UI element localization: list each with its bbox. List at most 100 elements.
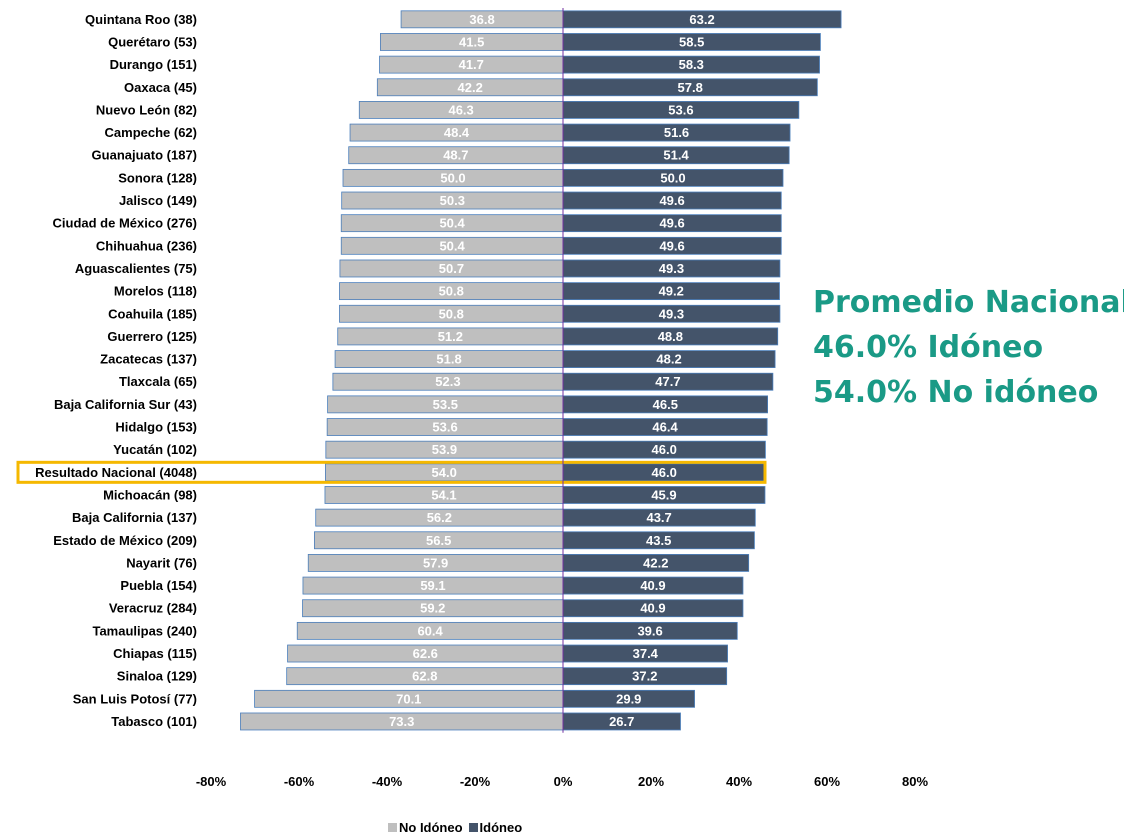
- data-label-idoneo: 40.9: [640, 601, 665, 616]
- data-label-idoneo: 49.2: [659, 284, 684, 299]
- data-label-idoneo: 46.5: [653, 397, 678, 412]
- data-label-idoneo: 57.8: [678, 80, 703, 95]
- data-label-no-idoneo: 57.9: [423, 555, 448, 570]
- data-label-no-idoneo: 53.5: [433, 397, 458, 412]
- x-tick-label: -20%: [460, 774, 491, 789]
- category-label: Nayarit (76): [126, 555, 197, 570]
- data-label-idoneo: 49.6: [659, 193, 684, 208]
- category-label: Jalisco (149): [119, 193, 197, 208]
- category-label: Puebla (154): [120, 578, 197, 593]
- x-tick-label: 60%: [814, 774, 840, 789]
- data-label-idoneo: 46.4: [652, 420, 678, 435]
- category-label: Nuevo León (82): [96, 102, 197, 117]
- category-label: Aguascalientes (75): [75, 261, 197, 276]
- legend-label-idoneo: Idóneo: [479, 820, 523, 835]
- data-label-no-idoneo: 50.4: [439, 238, 465, 253]
- data-label-no-idoneo: 46.3: [448, 102, 473, 117]
- data-label-idoneo: 58.5: [679, 34, 704, 49]
- data-label-idoneo: 58.3: [679, 57, 704, 72]
- data-label-no-idoneo: 56.2: [427, 510, 452, 525]
- x-tick-label: 0%: [554, 774, 573, 789]
- data-label-idoneo: 48.2: [656, 352, 681, 367]
- national-average-annotation: Promedio Nacional 46.0% Idóneo 54.0% No …: [813, 280, 1124, 415]
- category-label: Michoacán (98): [103, 487, 197, 502]
- x-tick-label: 80%: [902, 774, 928, 789]
- category-label: Morelos (118): [114, 284, 197, 299]
- category-label: Chihuahua (236): [96, 238, 197, 253]
- category-label: Resultado Nacional (4048): [35, 465, 197, 480]
- data-label-no-idoneo: 50.3: [440, 193, 465, 208]
- category-label: Zacatecas (137): [100, 352, 197, 367]
- data-label-idoneo: 53.6: [668, 102, 693, 117]
- x-tick-label: -80%: [196, 774, 227, 789]
- data-label-no-idoneo: 41.7: [459, 57, 484, 72]
- category-label: Ciudad de México (276): [53, 216, 197, 231]
- data-label-no-idoneo: 41.5: [459, 34, 484, 49]
- data-label-no-idoneo: 50.7: [439, 261, 464, 276]
- data-label-no-idoneo: 54.1: [431, 487, 456, 502]
- category-label: Tabasco (101): [111, 714, 197, 729]
- highlight-box-national: [16, 460, 767, 484]
- data-label-no-idoneo: 60.4: [417, 623, 443, 638]
- data-label-idoneo: 63.2: [689, 12, 714, 27]
- category-label: San Luis Potosí (77): [73, 691, 197, 706]
- category-label: Estado de México (209): [53, 533, 197, 548]
- data-label-idoneo: 43.5: [646, 533, 671, 548]
- data-label-no-idoneo: 62.6: [413, 646, 438, 661]
- data-label-idoneo: 48.8: [658, 329, 683, 344]
- x-tick-label: 40%: [726, 774, 752, 789]
- category-label: Oaxaca (45): [124, 80, 197, 95]
- data-label-no-idoneo: 53.6: [432, 420, 457, 435]
- data-label-no-idoneo: 48.4: [444, 125, 470, 140]
- data-label-idoneo: 29.9: [616, 691, 641, 706]
- annotation-no-idoneo-percent: 54.0% No idóneo: [813, 375, 1099, 410]
- data-label-no-idoneo: 42.2: [458, 80, 483, 95]
- data-label-no-idoneo: 59.2: [420, 601, 445, 616]
- category-label: Querétaro (53): [108, 34, 197, 49]
- data-label-no-idoneo: 59.1: [420, 578, 445, 593]
- legend-swatch-no-idoneo: [388, 823, 397, 832]
- chart-legend: No Idóneo Idóneo: [388, 820, 522, 835]
- category-label: Sinaloa (129): [117, 669, 197, 684]
- data-label-no-idoneo: 50.8: [439, 306, 464, 321]
- data-label-no-idoneo: 51.8: [436, 352, 461, 367]
- data-label-idoneo: 50.0: [660, 170, 685, 185]
- category-label: Tlaxcala (65): [119, 374, 197, 389]
- annotation-title: Promedio Nacional: [813, 285, 1124, 320]
- category-label: Durango (151): [110, 57, 197, 72]
- category-label: Veracruz (284): [109, 601, 197, 616]
- data-label-idoneo: 51.6: [664, 125, 689, 140]
- data-label-idoneo: 45.9: [651, 487, 676, 502]
- data-label-no-idoneo: 70.1: [396, 691, 421, 706]
- x-tick-label: 20%: [638, 774, 664, 789]
- category-label: Hidalgo (153): [115, 420, 197, 435]
- data-label-idoneo: 26.7: [609, 714, 634, 729]
- category-label: Chiapas (115): [113, 646, 197, 661]
- data-label-idoneo: 37.2: [632, 669, 657, 684]
- category-label: Guerrero (125): [107, 329, 197, 344]
- data-label-no-idoneo: 50.4: [439, 216, 465, 231]
- x-tick-label: -40%: [372, 774, 403, 789]
- data-label-no-idoneo: 52.3: [435, 374, 460, 389]
- data-label-no-idoneo: 54.0: [432, 465, 457, 480]
- category-label: Quintana Roo (38): [85, 12, 197, 27]
- data-label-idoneo: 49.6: [659, 216, 684, 231]
- data-label-idoneo: 51.4: [663, 148, 689, 163]
- data-label-idoneo: 39.6: [637, 623, 662, 638]
- data-label-no-idoneo: 62.8: [412, 669, 437, 684]
- data-label-no-idoneo: 48.7: [443, 148, 468, 163]
- annotation-idoneo-percent: 46.0% Idóneo: [813, 330, 1044, 365]
- data-label-idoneo: 42.2: [643, 555, 668, 570]
- data-label-idoneo: 43.7: [646, 510, 671, 525]
- category-label: Campeche (62): [105, 125, 197, 140]
- data-label-no-idoneo: 56.5: [426, 533, 451, 548]
- data-label-no-idoneo: 53.9: [432, 442, 457, 457]
- x-tick-label: -60%: [284, 774, 315, 789]
- category-label: Sonora (128): [118, 170, 197, 185]
- data-label-no-idoneo: 51.2: [438, 329, 463, 344]
- data-label-idoneo: 49.3: [659, 261, 684, 276]
- data-label-idoneo: 46.0: [652, 465, 677, 480]
- category-label: Coahuila (185): [108, 306, 197, 321]
- category-label: Baja California (137): [72, 510, 197, 525]
